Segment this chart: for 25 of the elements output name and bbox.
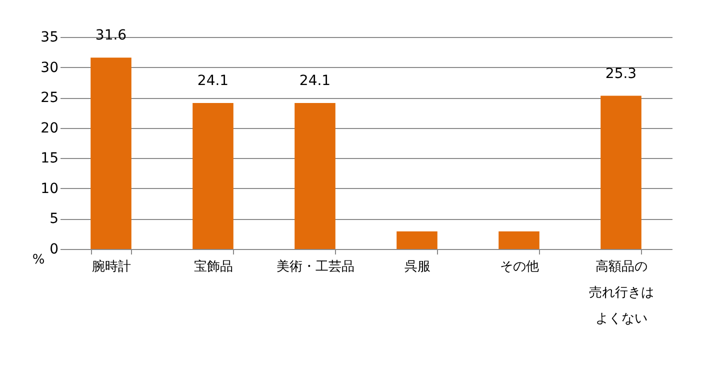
x-tick-label: 高額品の売れ行きはよくない [589,258,654,326]
bar [396,231,438,249]
y-tick-label: 20 [40,120,58,136]
y-tick-label: 25 [40,90,58,106]
y-tick-label: 0 [50,242,58,258]
y-axis-title: % [32,252,45,268]
data-label: 25.3 [605,66,637,82]
x-tick-label: 呉服 [404,260,430,274]
y-tick-label: 5 [50,211,58,228]
x-tick-label: 腕時計 [92,260,131,274]
y-tick-label: 10 [40,180,58,197]
bar [294,103,336,249]
bar [498,231,540,249]
bar [90,58,132,249]
bar [192,103,234,249]
data-label: 24.1 [197,73,229,90]
bar [600,96,642,249]
y-tick-label: 15 [40,150,58,167]
x-tick-label: その他 [500,260,539,274]
y-tick-label: 35 [40,30,58,46]
data-label: 31.6 [95,28,127,44]
x-tick-label: 美術・工芸品 [276,258,354,274]
y-tick-label: 30 [40,60,58,76]
x-tick-label: 宝飾品 [194,258,233,274]
data-label: 24.1 [299,73,331,90]
